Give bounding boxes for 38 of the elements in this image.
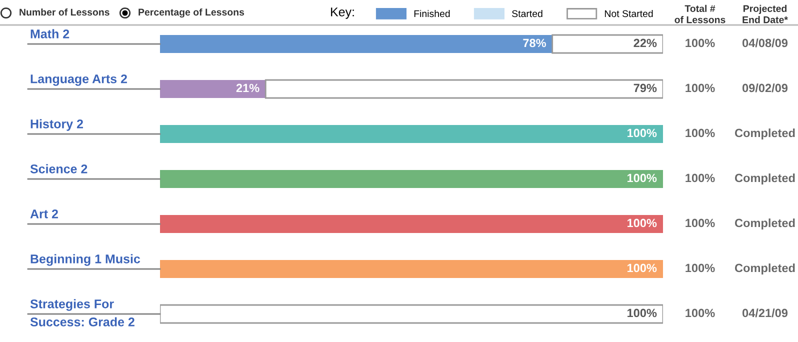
text: 100%	[686, 218, 715, 228]
text: Completed	[734, 128, 795, 140]
y-tick-label: Math 2	[30, 29, 70, 38]
legend-label: Not Started	[604, 10, 653, 18]
data-label: 100%	[628, 128, 657, 138]
y-tick-label: Strategies For Success: Grade 2	[30, 299, 134, 326]
legend-label: Finished	[414, 10, 450, 18]
y-tick-label: History 2	[30, 119, 83, 131]
text: 04/21/09	[742, 308, 788, 318]
text: 100%	[686, 84, 715, 92]
text: 100%	[686, 128, 715, 138]
y-tick-label: Beginning 1 Music	[30, 254, 140, 266]
data-label: 100%	[628, 264, 657, 272]
legend-title: Key:	[331, 8, 354, 19]
text: Completed	[734, 263, 795, 275]
text: 100%	[686, 264, 715, 272]
legend-label: Started	[512, 10, 542, 18]
data-label: 79%	[634, 84, 657, 92]
text: Number of Lessons	[20, 8, 110, 16]
text: Total # of Lessons	[674, 4, 726, 24]
data-label: 21%	[236, 84, 260, 92]
text: Completed	[734, 173, 795, 184]
text: Percentage of Lessons	[138, 8, 244, 18]
data-label: 100%	[628, 308, 657, 318]
text: 09/02/09	[742, 83, 788, 92]
text: Projected End Date*	[742, 4, 788, 24]
text: 100%	[686, 308, 715, 318]
text: Completed	[734, 218, 795, 230]
text: 100%	[686, 174, 715, 182]
text: 04/08/09	[742, 38, 788, 48]
y-tick-label: Science 2	[30, 164, 88, 174]
data-label: 100%	[628, 218, 657, 228]
data-label: 78%	[523, 38, 546, 48]
y-tick-label: Art 2	[30, 210, 58, 218]
data-label: 100%	[628, 174, 657, 182]
y-tick-label: Language Arts 2	[30, 74, 127, 86]
data-label: 22%	[634, 38, 657, 48]
text: 100%	[686, 38, 715, 48]
